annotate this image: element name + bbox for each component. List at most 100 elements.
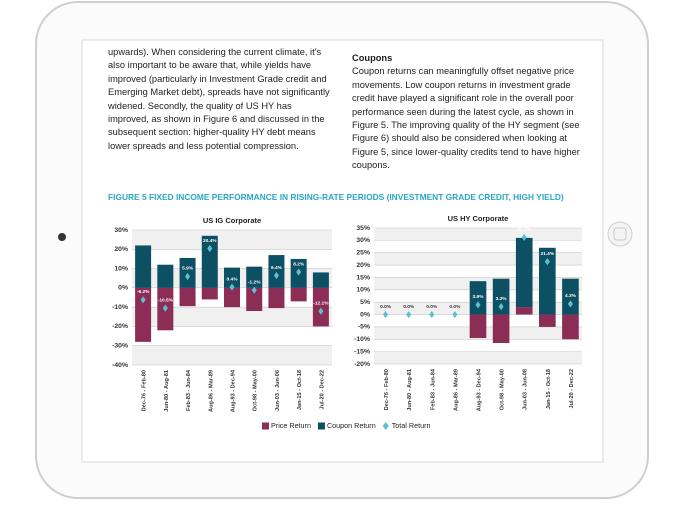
- data-label: 20.4%: [203, 238, 217, 244]
- y-tick-label: 10%: [356, 287, 370, 294]
- data-label: -10.5%: [158, 297, 174, 303]
- data-label: 0.0%: [449, 304, 461, 310]
- legend-label: Coupon Return: [327, 421, 376, 430]
- home-button[interactable]: [607, 221, 633, 247]
- x-tick-label: Aug-93 - Dec-94: [230, 369, 236, 412]
- bar: [312, 287, 329, 327]
- x-tick-label: Dec-76 - Feb-80: [384, 369, 390, 410]
- bar: [157, 264, 174, 288]
- legend-label: Price Return: [271, 421, 311, 430]
- x-tick-label: Jan-15 - Oct-18: [297, 370, 303, 410]
- data-label: 4.3%: [565, 293, 577, 299]
- bar: [469, 314, 487, 339]
- data-label: -12.1%: [313, 300, 329, 306]
- total-return-marker: [273, 271, 279, 280]
- y-tick-label: 0%: [118, 285, 128, 292]
- total-return-marker: [296, 268, 302, 276]
- x-tick-label: Oct-98 - May-00: [500, 369, 506, 410]
- data-label: 0.0%: [403, 304, 415, 310]
- y-tick-label: -5%: [358, 324, 370, 331]
- y-tick-label: -10%: [112, 304, 128, 311]
- bar: [179, 287, 196, 307]
- y-tick-label: 20%: [114, 246, 128, 253]
- total-return-marker: [406, 310, 412, 319]
- x-tick-label: Dec-76 - Feb-80: [142, 370, 148, 411]
- bar: [312, 272, 329, 288]
- legend-swatch: [262, 422, 269, 430]
- x-tick-label: Jul-20 - Dec-22: [569, 369, 575, 408]
- x-tick-label: Aug-86 - Mar-89: [453, 369, 459, 411]
- bar: [492, 314, 510, 343]
- chart-title: US IG Corporate: [203, 216, 261, 225]
- grid-band: [132, 230, 332, 250]
- bar: [268, 287, 285, 309]
- y-tick-label: 25%: [356, 250, 370, 257]
- y-tick-label: 5%: [360, 299, 370, 306]
- total-return-marker: [429, 310, 435, 319]
- total-return-marker: [318, 307, 324, 315]
- y-tick-label: -15%: [354, 348, 370, 355]
- bar: [246, 287, 263, 311]
- bar: [515, 307, 533, 315]
- bar: [224, 287, 240, 308]
- data-label: 5.9%: [182, 266, 194, 272]
- total-return-marker: [229, 283, 235, 291]
- grid-band: [374, 351, 582, 364]
- data-label: 3.2%: [496, 296, 508, 302]
- y-tick-label: -20%: [354, 361, 370, 368]
- data-label: 3.9%: [473, 294, 485, 300]
- y-tick-label: -20%: [112, 323, 128, 330]
- data-label: -6.2%: [137, 289, 150, 295]
- bar: [135, 245, 152, 288]
- paragraph: Coupon returns can meaningfully offset n…: [352, 66, 580, 171]
- total-return-marker: [383, 310, 389, 319]
- total-return-marker: [498, 303, 504, 311]
- bar: [539, 247, 556, 315]
- y-tick-label: -40%: [112, 362, 128, 369]
- total-return-marker: [162, 304, 168, 312]
- total-return-marker: [185, 272, 191, 281]
- total-return-marker: [251, 286, 257, 294]
- x-tick-label: Jun-80 - Aug-81: [164, 370, 170, 412]
- section-heading: Coupons: [352, 53, 393, 63]
- total-return-marker: [567, 300, 573, 308]
- y-tick-label: 15%: [356, 274, 370, 281]
- x-tick-label: Aug-86 - Mar-89: [208, 370, 214, 412]
- bar: [539, 314, 556, 327]
- figure-title: FIGURE 5 FIXED INCOME PERFORMANCE IN RIS…: [108, 192, 564, 202]
- total-return-marker: [521, 233, 527, 241]
- y-tick-label: 30%: [356, 237, 370, 244]
- data-label: 6.4%: [271, 265, 283, 271]
- bar: [135, 287, 152, 342]
- home-icon: [613, 227, 627, 241]
- x-tick-label: Jun-80 - Aug-81: [407, 369, 413, 411]
- data-label: 21.4%: [541, 251, 555, 257]
- total-return-marker: [452, 310, 458, 319]
- y-tick-label: 35%: [356, 225, 370, 232]
- x-tick-label: Aug-93 - Dec-94: [476, 368, 482, 411]
- data-label: 0.4%: [227, 276, 239, 282]
- legend-swatch: [382, 422, 389, 430]
- bar: [201, 235, 218, 288]
- data-label: 31.2%: [517, 227, 531, 233]
- chart-title: US HY Corporate: [448, 214, 509, 223]
- data-label: 8.2%: [293, 261, 305, 267]
- y-tick-label: 0%: [360, 311, 370, 318]
- x-tick-label: Feb-83 - Jun-84: [186, 369, 192, 411]
- data-label: -1.2%: [248, 279, 261, 285]
- total-return-marker: [475, 301, 481, 309]
- legend-swatch: [317, 422, 325, 430]
- total-return-marker: [140, 296, 146, 304]
- grid-band: [132, 345, 332, 365]
- bar: [469, 281, 487, 315]
- total-return-marker: [207, 244, 213, 253]
- data-label: 0.0%: [426, 304, 438, 310]
- bar: [562, 278, 579, 315]
- bar: [201, 287, 218, 300]
- legend-label: Total Return: [392, 421, 431, 430]
- x-tick-label: Feb-83 - Jun-84: [430, 368, 436, 410]
- y-tick-label: -30%: [112, 343, 128, 350]
- y-tick-label: -10%: [354, 336, 370, 343]
